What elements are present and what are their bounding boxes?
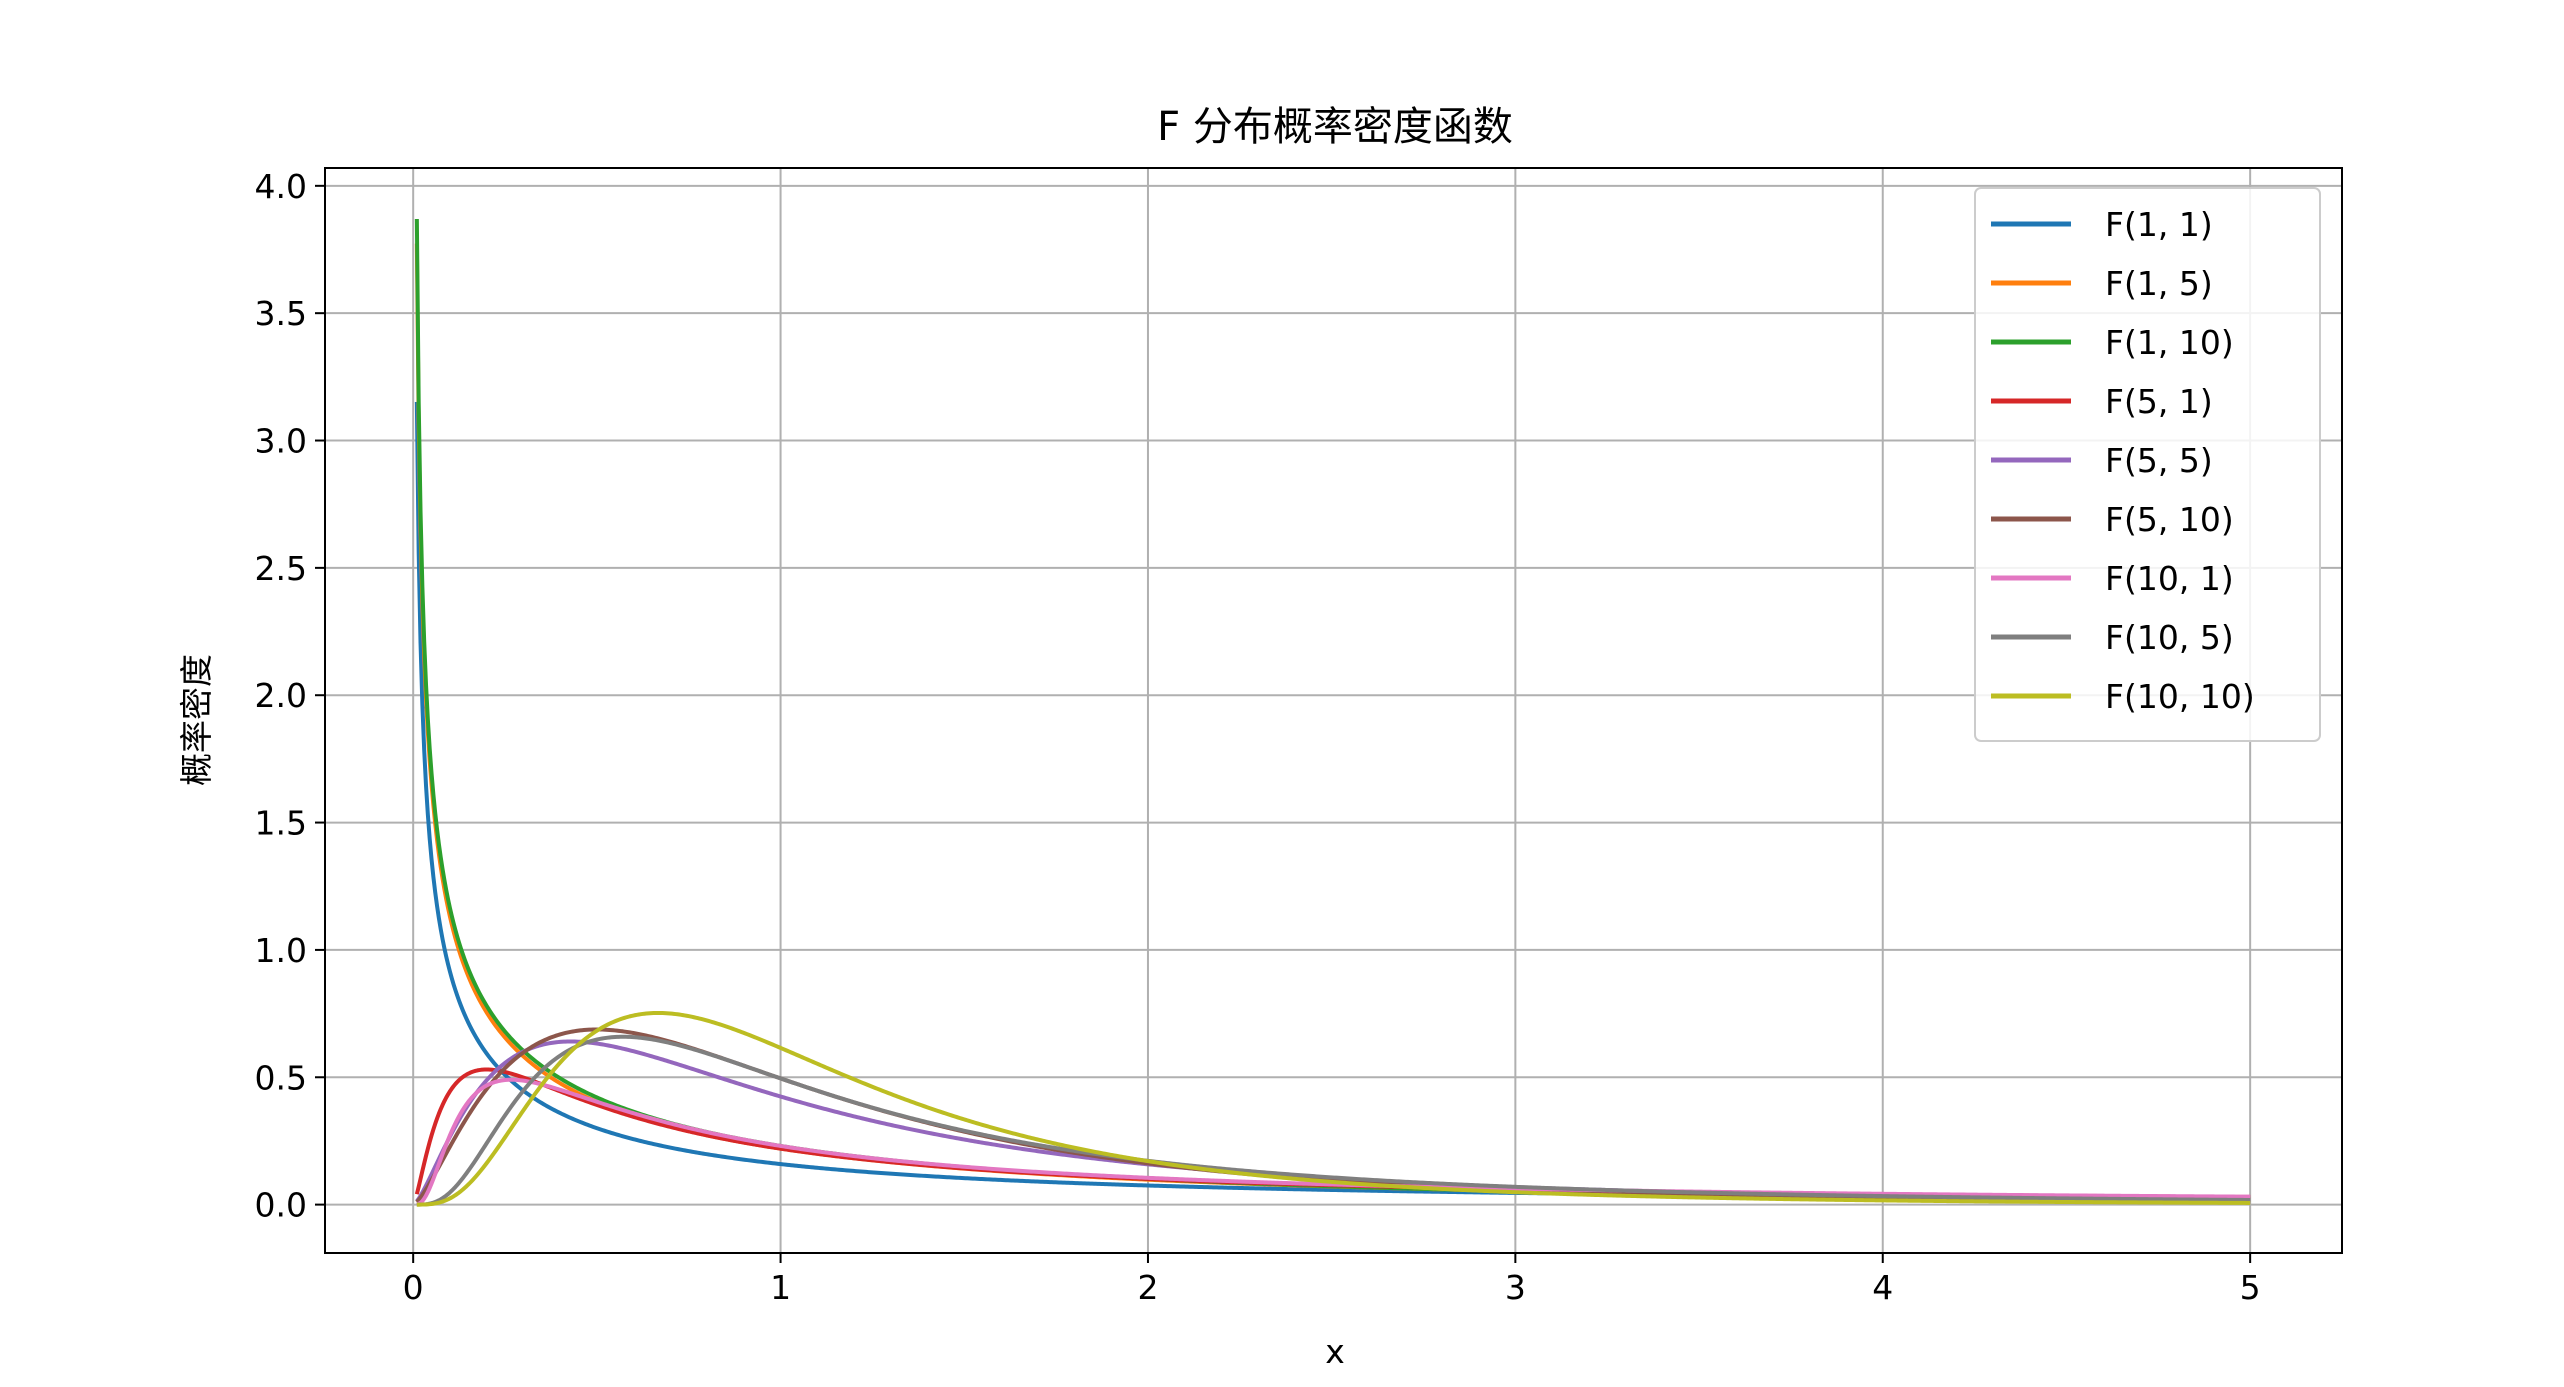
y-tick-label: 0.0	[255, 1186, 307, 1225]
legend: F(1, 1) F(1, 5) F(1, 10) F(5, 1) F(5, 5) F(5,…	[1974, 187, 2321, 742]
legend-label: F(10, 5)	[2105, 618, 2234, 657]
legend-label: F(5, 10)	[2105, 500, 2234, 539]
plot-area: 0 1 2 3 4 5 0.0 0.5 1.0 1.5 2.0 2.5 3.0 3.5 4.0 F(1, 1)…	[255, 167, 2343, 1307]
series-line-f-10-10	[416, 1010, 2251, 1207]
y-tick-label: 3.5	[255, 294, 307, 333]
x-tick-label: 5	[2240, 1268, 2261, 1307]
x-tick-label: 2	[1137, 1268, 1158, 1307]
legend-label: F(5, 1)	[2105, 382, 2213, 421]
y-axis-label: 概率密度	[177, 654, 216, 786]
legend-label: F(1, 10)	[2105, 323, 2234, 362]
y-tick-label: 2.5	[255, 549, 307, 588]
x-axis-label: x	[1325, 1332, 1345, 1371]
y-tick-label: 0.5	[255, 1058, 307, 1097]
y-tick-label: 1.5	[255, 804, 307, 843]
series-line-f-10-1	[416, 1077, 2251, 1207]
plot-frame	[324, 167, 2343, 1254]
chart-title: F 分布概率密度函数	[1157, 104, 1513, 150]
legend-label: F(10, 10)	[2105, 677, 2255, 716]
y-tick-label: 3.0	[255, 422, 307, 461]
x-tick-label: 3	[1505, 1268, 1526, 1307]
series-line-f-10-5	[416, 1034, 2251, 1207]
x-tick-label: 1	[770, 1268, 791, 1307]
legend-label: F(1, 1)	[2105, 205, 2213, 244]
legend-label: F(1, 5)	[2105, 264, 2213, 303]
legend-box	[1974, 187, 2321, 742]
legend-label: F(5, 5)	[2105, 441, 2213, 480]
y-tick-label: 2.0	[255, 676, 307, 715]
y-tick-label: 4.0	[255, 167, 307, 206]
y-tick-label: 1.0	[255, 931, 307, 970]
x-tick-label: 0	[403, 1268, 424, 1307]
legend-label: F(10, 1)	[2105, 559, 2234, 598]
x-tick-label: 4	[1872, 1268, 1893, 1307]
